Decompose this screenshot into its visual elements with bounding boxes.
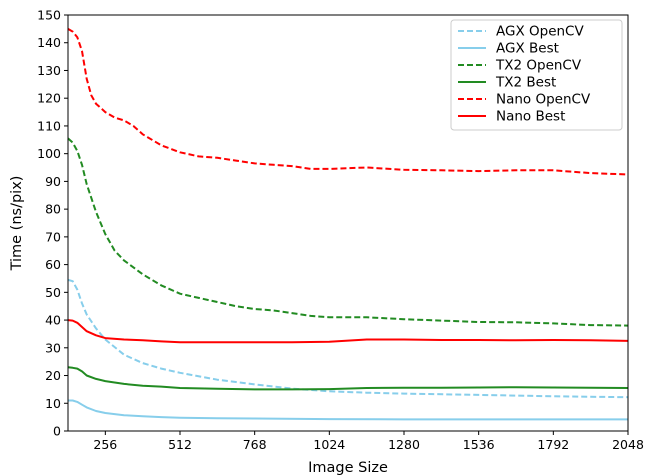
y-tick-label: 110	[37, 118, 61, 133]
y-tick-label: 140	[37, 35, 61, 50]
x-tick-label: 1536	[463, 437, 495, 452]
y-tick-label: 100	[37, 146, 61, 161]
y-tick-label: 90	[45, 174, 61, 189]
y-tick-label: 150	[37, 8, 61, 23]
axes-layer: 256 512 768 1024 1280 1536 1792 2048 0 10 20 30 40 50…	[37, 8, 644, 453]
y-tick-label: 60	[45, 257, 61, 272]
y-tick-label: 20	[45, 368, 61, 383]
x-tick-label: 1024	[313, 437, 345, 452]
series-line-agx-opencv	[67, 278, 629, 399]
y-tick-label: 30	[45, 340, 61, 355]
x-tick-label: 1792	[537, 437, 569, 452]
y-tick-label: 80	[45, 202, 61, 217]
legend-entry-label: AGX Best	[496, 41, 559, 57]
x-axis-label: Image Size	[308, 460, 388, 476]
legend-box	[450, 19, 623, 131]
x-tick-label: 768	[243, 437, 267, 452]
y-tick-label: 130	[37, 63, 61, 78]
y-tick-label: 0	[53, 424, 61, 439]
series-layer	[67, 28, 629, 421]
series-line-tx2-opencv	[67, 137, 629, 327]
legend-entry-label: Nano Best	[496, 109, 565, 125]
x-tick-label: 256	[93, 437, 117, 452]
y-tick-label: 120	[37, 91, 61, 106]
series-line-nano-opencv	[67, 28, 629, 176]
legend-entry-label: AGX OpenCV	[496, 24, 584, 40]
y-tick-label: 10	[45, 396, 61, 411]
series-line-nano-best	[67, 319, 629, 344]
series-line-agx-best	[68, 399, 628, 421]
legend-entry-label: TX2 Best	[495, 75, 556, 91]
legend-entry-label: Nano OpenCV	[496, 92, 591, 108]
y-tick-label: 40	[45, 313, 61, 328]
legend-entry-label: TX2 OpenCV	[495, 58, 582, 74]
y-tick-label: 70	[45, 229, 61, 244]
x-tick-label: 2048	[612, 437, 644, 452]
series-line-tx2-best	[67, 366, 629, 391]
x-tick-label: 512	[168, 437, 192, 452]
y-tick-label: 50	[45, 285, 61, 300]
y-axis-label: Time (ns/pix)	[9, 176, 25, 272]
plot-frame	[67, 14, 629, 432]
x-tick-label: 1280	[388, 437, 420, 452]
